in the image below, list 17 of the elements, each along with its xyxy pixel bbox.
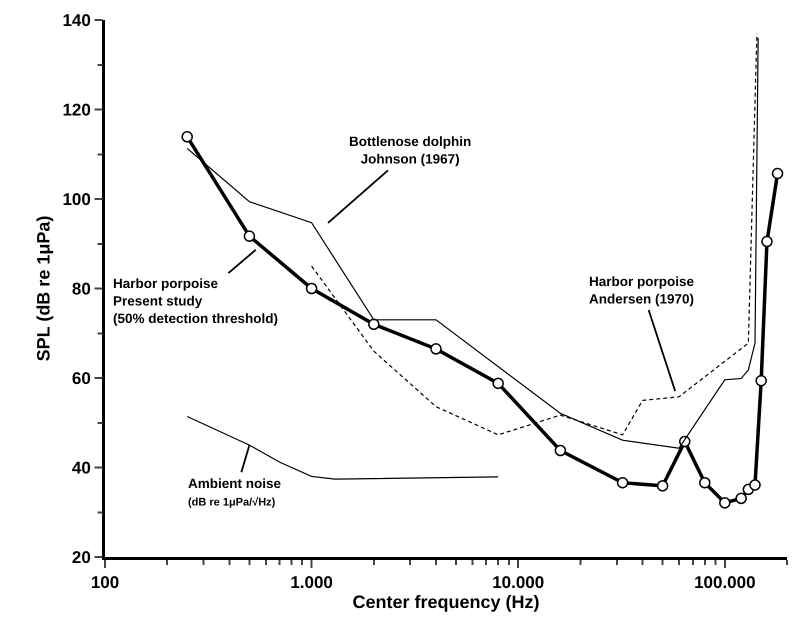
x-tick-label: 1.000 xyxy=(290,573,333,592)
y-tick-label: 20 xyxy=(72,548,91,567)
annotation: Harbor porpoise Present study (50% detection threshold) xyxy=(113,276,278,326)
x-tick-label: 100.000 xyxy=(694,573,756,592)
y-tick-label: 120 xyxy=(62,100,91,120)
annotation: Harbor porpoise Andersen (1970) xyxy=(589,274,695,307)
y-tick-label: 140 xyxy=(62,10,91,30)
annotation: Ambient noise (dB re 1μPa/√Hz) xyxy=(188,476,282,509)
y-axis-title: SPL (dB re 1μPa) xyxy=(34,216,54,362)
x-tick-label: 100 xyxy=(90,573,120,592)
y-tick-label: 80 xyxy=(72,279,91,298)
y-tick-label: 60 xyxy=(72,368,91,388)
x-axis-title: Center frequency (Hz) xyxy=(352,592,540,612)
y-tick-label: 40 xyxy=(72,458,91,478)
x-tick-label: 10.000 xyxy=(492,573,544,592)
y-tick-label: 100 xyxy=(62,190,91,209)
annotation: Bottlenose dolphin Johnson (1967) xyxy=(349,134,472,167)
